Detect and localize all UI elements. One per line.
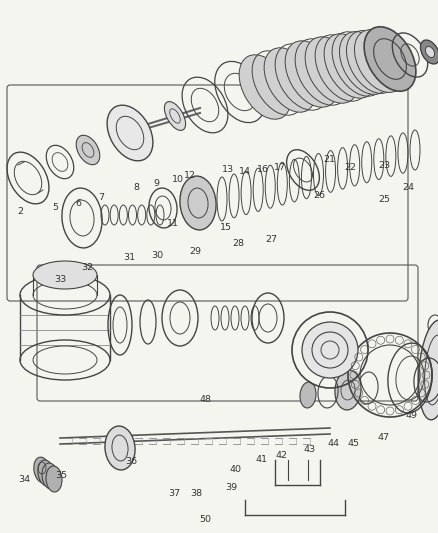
Ellipse shape [42,463,58,489]
Ellipse shape [46,466,62,492]
Text: 13: 13 [222,166,234,174]
Text: 36: 36 [125,457,137,466]
Ellipse shape [335,370,361,410]
Text: 34: 34 [18,475,30,484]
Text: 14: 14 [239,167,251,176]
Ellipse shape [302,322,358,378]
Text: 39: 39 [225,483,237,492]
Text: 49: 49 [405,410,417,419]
Text: 16: 16 [257,166,269,174]
Text: 45: 45 [348,439,360,448]
Text: 8: 8 [133,182,139,191]
Text: 12: 12 [184,171,196,180]
Text: 2: 2 [17,207,23,216]
Ellipse shape [300,382,316,408]
Ellipse shape [324,34,376,98]
Text: 35: 35 [55,472,67,481]
Text: 37: 37 [168,489,180,498]
Text: 41: 41 [255,456,267,464]
Text: 11: 11 [167,220,179,229]
Ellipse shape [34,457,50,483]
Text: 30: 30 [151,252,163,261]
Text: 32: 32 [81,263,93,272]
Text: 23: 23 [378,161,390,171]
Text: 31: 31 [123,254,135,262]
Ellipse shape [38,460,54,486]
Ellipse shape [364,27,416,91]
Ellipse shape [107,105,153,161]
Ellipse shape [239,55,291,119]
Text: 5: 5 [52,204,58,213]
Text: 24: 24 [402,183,414,192]
Text: 17: 17 [274,164,286,173]
Text: 28: 28 [232,239,244,248]
Text: 26: 26 [313,191,325,200]
Text: 22: 22 [344,163,356,172]
Text: 48: 48 [199,395,211,405]
Ellipse shape [425,46,434,58]
Ellipse shape [354,29,406,92]
Text: 43: 43 [304,446,316,455]
Text: 25: 25 [378,196,390,205]
Text: 50: 50 [199,515,211,524]
Ellipse shape [264,48,316,112]
Text: 33: 33 [54,276,66,285]
Ellipse shape [33,261,97,289]
Ellipse shape [105,426,135,470]
Text: 21: 21 [323,156,335,165]
Text: 10: 10 [172,175,184,184]
Text: 9: 9 [153,179,159,188]
Ellipse shape [285,41,339,107]
Text: 6: 6 [75,198,81,207]
Ellipse shape [180,176,216,230]
Ellipse shape [420,40,438,64]
Ellipse shape [339,31,391,94]
Text: 7: 7 [98,192,104,201]
Text: 29: 29 [189,247,201,256]
Text: 27: 27 [265,236,277,245]
Text: 42: 42 [275,450,287,459]
Ellipse shape [164,102,186,131]
Ellipse shape [305,37,359,103]
Text: 40: 40 [229,465,241,474]
Ellipse shape [418,320,438,420]
Text: 47: 47 [378,433,390,442]
Text: 44: 44 [328,440,340,448]
Text: 15: 15 [220,223,232,232]
Ellipse shape [76,135,100,165]
Text: 38: 38 [190,489,202,498]
